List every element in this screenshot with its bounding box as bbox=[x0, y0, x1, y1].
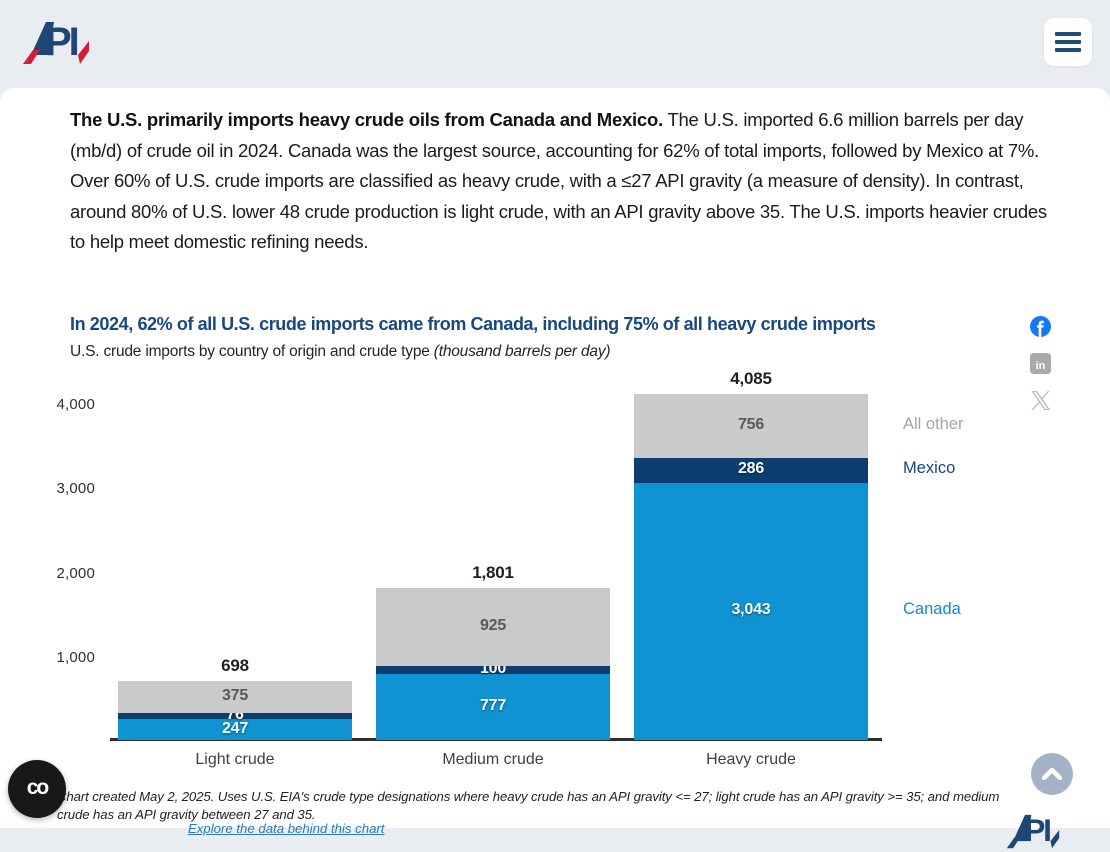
bar-value-label: 375 bbox=[221, 686, 249, 704]
bar-segment-canada bbox=[376, 674, 610, 740]
bar-segment-mexico bbox=[118, 712, 352, 720]
main-content-panel: The U.S. primarily imports heavy crude o… bbox=[0, 88, 1110, 836]
legend-label-all-other: All other bbox=[903, 415, 964, 434]
svg-text:in: in bbox=[1036, 360, 1046, 372]
linkedin-share-button[interactable]: in bbox=[1030, 353, 1051, 374]
intro-body-text: The U.S. imported 6.6 million barrels pe… bbox=[70, 109, 1047, 252]
clipped-source-link[interactable]: Explore the data behind this chart bbox=[188, 821, 385, 836]
social-share-column: in bbox=[1030, 316, 1051, 411]
bar-segment-all-other bbox=[634, 394, 868, 459]
y-axis-tick-label: 2,000 bbox=[56, 564, 95, 582]
chart-footnote: Chart created May 2, 2025. Uses U.S. EIA… bbox=[57, 789, 1000, 822]
bar-segment-mexico bbox=[634, 458, 868, 483]
scroll-to-top-button[interactable] bbox=[1031, 753, 1073, 795]
bar-segment-canada bbox=[634, 482, 868, 740]
linkedin-icon: in bbox=[1030, 353, 1051, 374]
svg-text:PI: PI bbox=[45, 20, 78, 64]
chart-subtitle: U.S. crude imports by country of origin … bbox=[70, 343, 611, 360]
bar-total-label: 1,801 bbox=[472, 562, 514, 582]
bar-segment-canada bbox=[118, 719, 352, 740]
y-axis-tick-label: 3,000 bbox=[56, 480, 95, 498]
bar-value-label: 777 bbox=[479, 697, 507, 715]
facebook-share-button[interactable] bbox=[1030, 316, 1051, 337]
svg-text:PI: PI bbox=[1024, 812, 1050, 848]
chart-subtitle-units: (thousand barrels per day) bbox=[433, 343, 611, 360]
bar-value-label: 756 bbox=[737, 416, 765, 434]
bar-segment-mexico bbox=[376, 665, 610, 675]
y-axis-tick-label: 4,000 bbox=[56, 395, 95, 413]
x-share-button[interactable] bbox=[1030, 390, 1051, 411]
bar-value-label: 247 bbox=[221, 719, 249, 737]
bar-value-label: 3,043 bbox=[731, 601, 771, 619]
hamburger-menu-icon bbox=[1055, 32, 1081, 36]
api-logo[interactable]: PI bbox=[17, 17, 95, 65]
x-twitter-icon bbox=[1031, 391, 1051, 410]
stacked-bar-chart: 1,000 2,000 3,000 4,000 247 76 375 698 Light cru… bbox=[0, 368, 1110, 808]
intro-lead-sentence: The U.S. primarily imports heavy crude o… bbox=[70, 109, 663, 130]
chart-title: In 2024, 62% of all U.S. crude imports c… bbox=[70, 314, 876, 334]
y-axis-tick-label: 1,000 bbox=[56, 649, 95, 667]
accessibility-icon: co bbox=[26, 776, 49, 799]
bar-total-label: 4,085 bbox=[730, 369, 772, 389]
hamburger-menu-button[interactable] bbox=[1044, 18, 1092, 66]
page-header: PI bbox=[0, 0, 1110, 96]
x-axis-category-label: Light crude bbox=[195, 751, 275, 768]
bar-total-label: 698 bbox=[221, 655, 249, 675]
legend-label-canada: Canada bbox=[903, 600, 961, 619]
x-axis-category-label: Medium crude bbox=[442, 751, 544, 768]
legend-label-mexico: Mexico bbox=[903, 459, 956, 478]
chart-header: In 2024, 62% of all U.S. crude imports c… bbox=[70, 314, 876, 361]
bar-segment-all-other bbox=[118, 680, 352, 713]
intro-paragraph: The U.S. primarily imports heavy crude o… bbox=[70, 105, 1062, 258]
x-axis-category-label: Heavy crude bbox=[706, 751, 796, 768]
bar-value-label: 925 bbox=[479, 616, 507, 634]
accessibility-widget-button[interactable]: co bbox=[8, 760, 66, 818]
facebook-icon bbox=[1030, 316, 1051, 337]
chevron-up-icon bbox=[1042, 768, 1062, 780]
api-watermark-logo: PI bbox=[1006, 812, 1060, 849]
bar-segment-all-other bbox=[376, 587, 610, 666]
bar-value-label: 286 bbox=[737, 460, 765, 478]
